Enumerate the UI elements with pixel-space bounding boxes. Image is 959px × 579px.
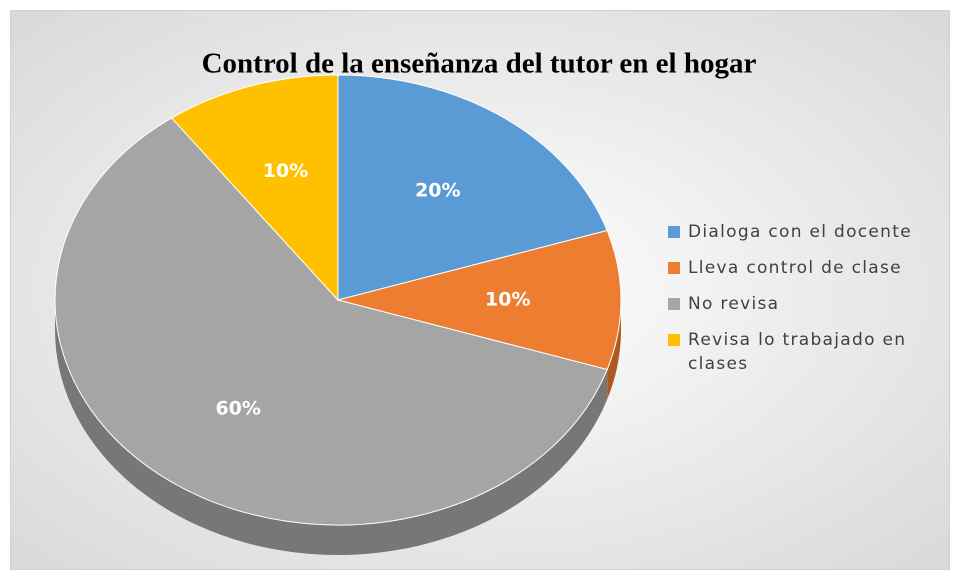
data-label: 10% <box>485 289 530 311</box>
chart-title: Control de la enseñanza del tutor en el … <box>202 48 757 80</box>
legend-swatch <box>668 262 680 274</box>
legend-swatch <box>668 298 680 310</box>
legend-label: Revisa lo trabajado en clases <box>688 330 907 374</box>
legend: Dialoga con el docente Lleva control de c… <box>668 220 950 388</box>
legend-swatch <box>668 334 680 346</box>
legend-item: Revisa lo trabajado en clases <box>668 328 950 376</box>
legend-label: Lleva control de clase <box>688 258 902 278</box>
data-label: 10% <box>263 160 308 182</box>
pie-slice <box>54 117 608 526</box>
pie-slice <box>336 229 622 371</box>
pie-slice <box>170 74 339 302</box>
data-label: 20% <box>415 179 460 201</box>
legend-item: Dialoga con el docente <box>668 220 950 244</box>
legend-label: Dialoga con el docente <box>688 222 912 242</box>
data-label: 60% <box>215 398 260 420</box>
legend-item: No revisa <box>668 292 950 316</box>
pie: 20% 10% 60% 10% <box>54 74 622 555</box>
pie-slice <box>337 74 608 301</box>
legend-item: Lleva control de clase <box>668 256 950 280</box>
legend-swatch <box>668 226 680 238</box>
legend-label: No revisa <box>688 294 780 314</box>
